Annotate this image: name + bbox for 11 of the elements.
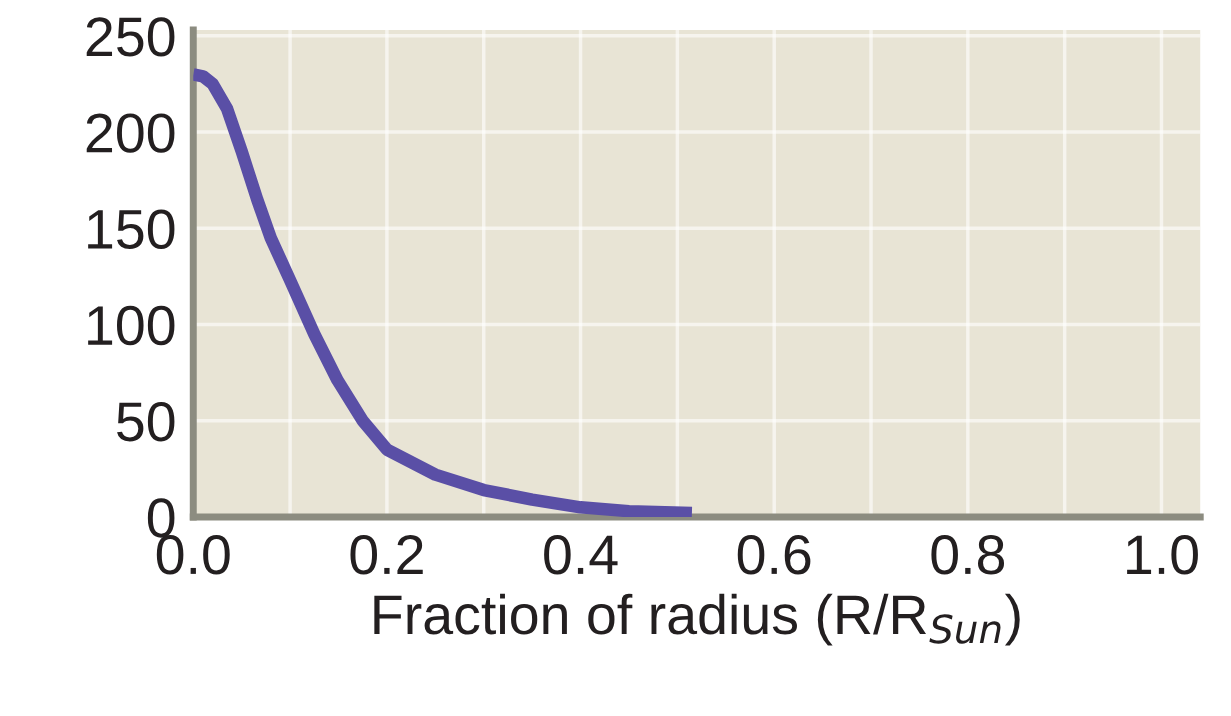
x-tick-label: 1.0 [1127,535,1198,575]
x-tick-label: 0.4 [544,535,618,575]
x-tick-label: 0.2 [350,535,423,575]
y-tick-label: 50 [117,402,175,442]
x-tick-label: 0.8 [931,535,1005,575]
y-tick-label: 150 [88,209,175,249]
y-tick-label: 100 [88,305,175,346]
x-axis-title: Fraction of radius (R/R$_{Sun}$) [374,593,1020,646]
y-tick-label: 250 [86,17,175,57]
y-tick-label: 200 [86,113,175,153]
x-tick-label: 0.6 [737,535,811,575]
